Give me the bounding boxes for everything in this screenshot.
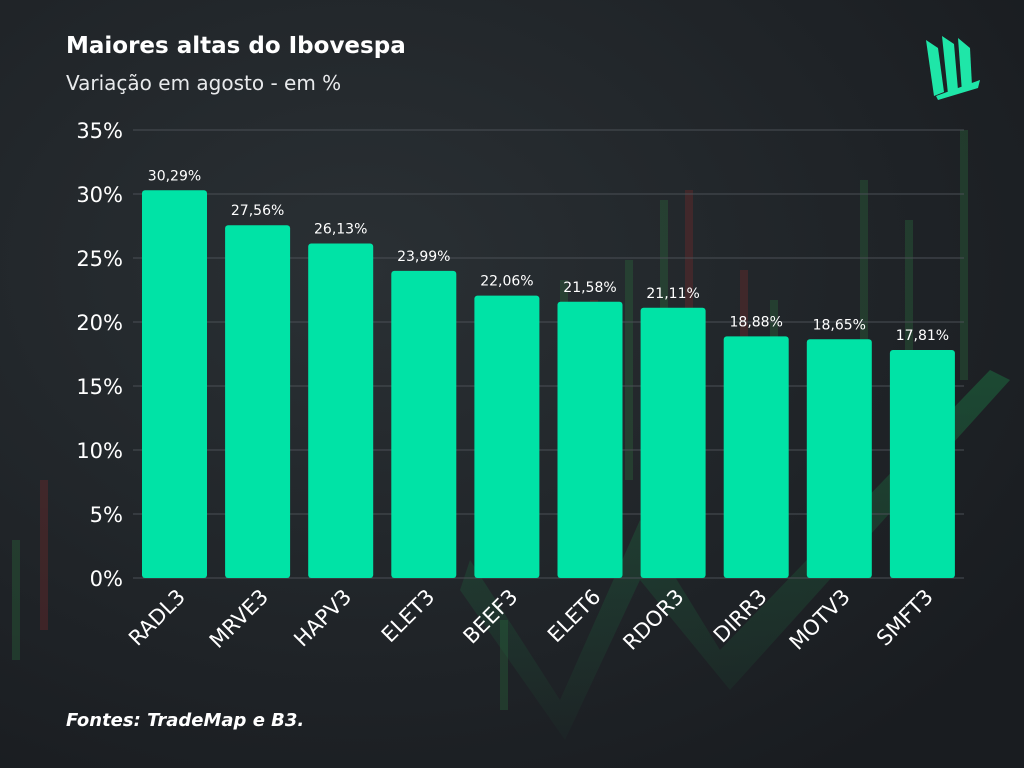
y-tick-label: 35% <box>76 119 123 143</box>
bar-elet3 <box>391 270 457 578</box>
bar-elet6 <box>557 301 623 578</box>
y-tick-label: 5% <box>90 503 123 527</box>
bar-hapv3 <box>308 243 374 578</box>
bar-rdor3 <box>640 307 706 578</box>
x-tick-label: HAPV3 <box>289 585 356 652</box>
chart-title: Maiores altas do Ibovespa <box>66 33 406 59</box>
chart-bars <box>142 190 955 578</box>
source-note: Fontes: TradeMap e B3. <box>66 710 305 731</box>
chart-data-labels: 30,29% 27,56% 26,13% 23,99% 22,06% 21,58% 21,1… <box>148 168 949 344</box>
data-label: 21,58% <box>563 280 616 296</box>
bar-radl3 <box>142 190 207 578</box>
data-label: 18,65% <box>813 317 866 333</box>
y-axis-ticks: 0% 5% 10% 15% 20% 25% 30% 35% <box>76 119 123 591</box>
bar-smft3 <box>889 350 955 578</box>
chart-subtitle: Variação em agosto - em % <box>66 71 342 95</box>
x-tick-label: ELET3 <box>377 585 440 648</box>
x-tick-label: BEEF3 <box>459 585 523 649</box>
x-tick-label: MOTV3 <box>785 585 855 655</box>
x-tick-label: DIRR3 <box>709 585 772 648</box>
x-tick-label: MRVE3 <box>205 585 273 653</box>
bar-mrve3 <box>225 225 291 578</box>
bar-motv3 <box>806 339 872 578</box>
y-tick-label: 25% <box>76 247 123 271</box>
x-axis-ticks: RADL3 MRVE3 HAPV3 ELET3 BEEF3 ELET6 RDOR3 DIRR3… <box>124 585 938 655</box>
bar-dirr3 <box>723 336 789 578</box>
y-tick-label: 15% <box>76 375 123 399</box>
y-tick-label: 20% <box>76 311 123 335</box>
data-label: 27,56% <box>231 203 284 219</box>
y-tick-label: 10% <box>76 439 123 463</box>
data-label: 18,88% <box>730 314 783 330</box>
x-tick-label: SMFT3 <box>872 585 938 651</box>
background-trend-arrow <box>460 370 1010 740</box>
y-tick-label: 0% <box>90 567 123 591</box>
data-label: 26,13% <box>314 222 367 238</box>
brand-logo-icon <box>926 36 980 100</box>
data-label: 23,99% <box>397 249 450 265</box>
y-tick-label: 30% <box>76 183 123 207</box>
bar-beef3 <box>474 295 540 578</box>
data-label: 22,06% <box>480 274 533 290</box>
x-tick-label: RADL3 <box>124 585 190 651</box>
data-label: 17,81% <box>896 328 949 344</box>
x-tick-label: RDOR3 <box>618 585 688 655</box>
data-label: 21,11% <box>646 286 699 302</box>
data-label: 30,29% <box>148 168 201 184</box>
x-tick-label: ELET6 <box>543 585 606 648</box>
